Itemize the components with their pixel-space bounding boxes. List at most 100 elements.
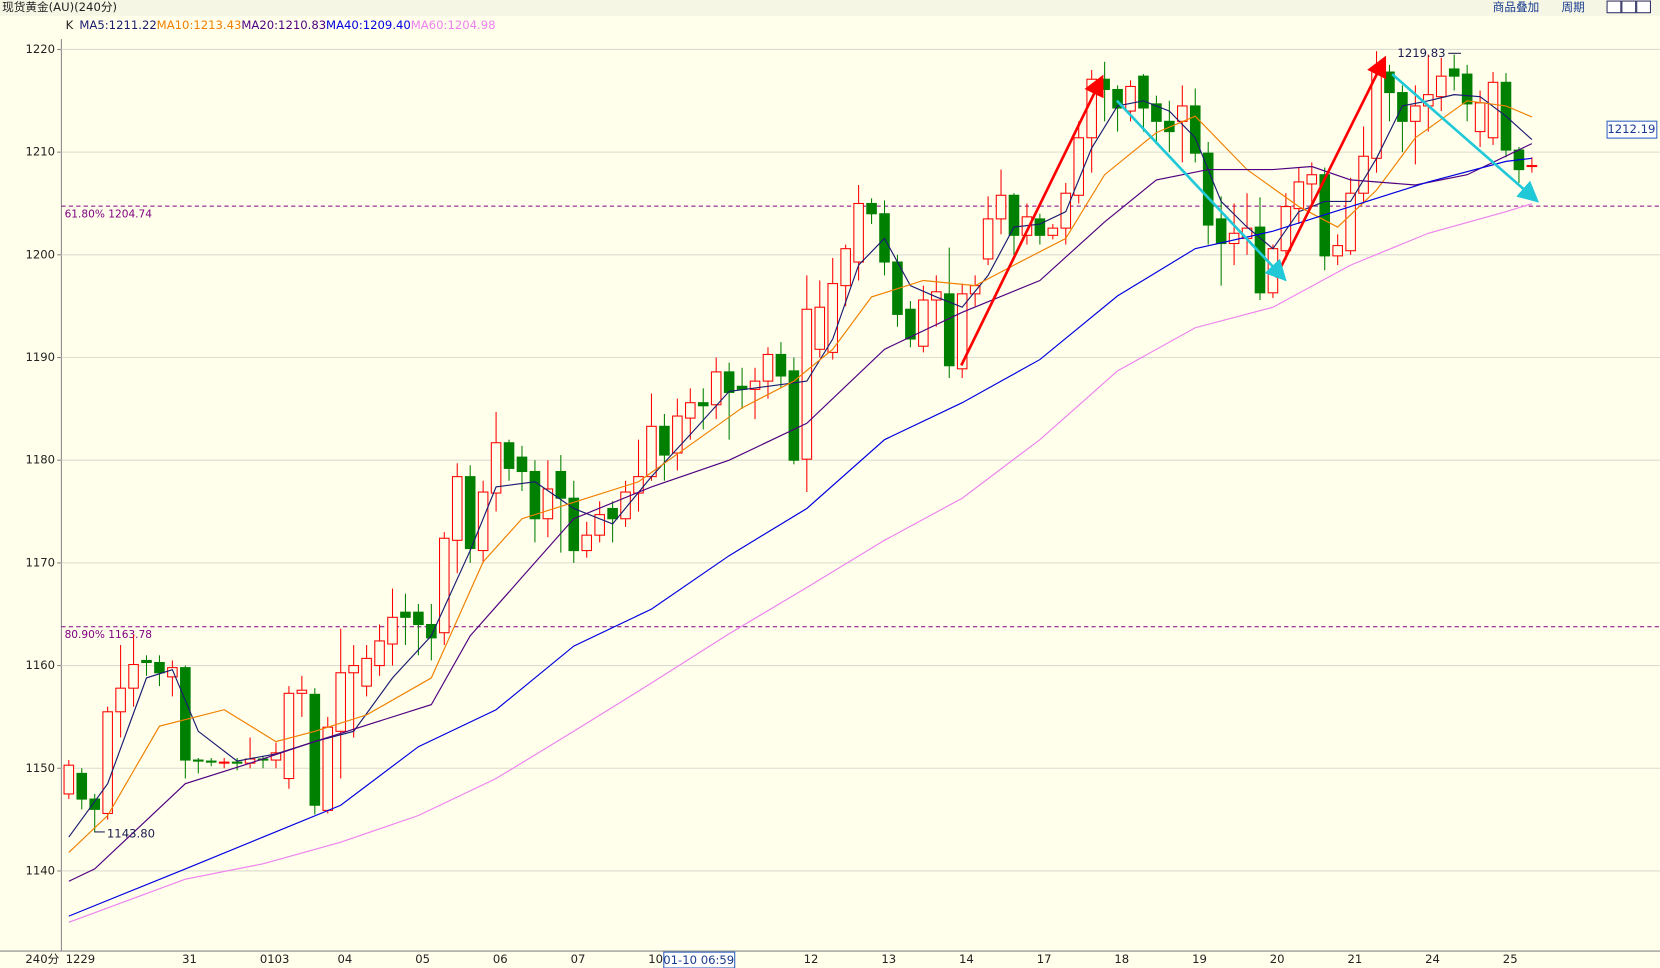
- y-tick-label: 1170: [25, 555, 55, 569]
- trend-arrow: [1391, 73, 1540, 203]
- x-tick-label: 18: [1114, 952, 1129, 966]
- candle-body: [1125, 85, 1136, 112]
- candle-body: [620, 491, 631, 520]
- candle-body: [503, 442, 515, 469]
- x-tick-label: 19: [1192, 952, 1207, 966]
- x-tick-label: 0103: [260, 952, 290, 966]
- candle-body: [76, 772, 88, 800]
- nav-button[interactable]: [1621, 0, 1637, 14]
- candle-body: [1073, 137, 1085, 196]
- candle-body: [141, 659, 152, 664]
- price-tag: 1212.19: [1607, 122, 1655, 136]
- candle-body: [1177, 105, 1188, 122]
- crosshair-box: [663, 951, 736, 968]
- ma-line: [68, 94, 1533, 838]
- candle-body: [1332, 245, 1343, 257]
- max-label: 1219.83: [1397, 46, 1445, 60]
- candle-body: [516, 456, 528, 473]
- x-tick-label: 31: [182, 952, 197, 966]
- candle-body: [672, 415, 683, 454]
- x-tick-label: 07: [571, 952, 586, 966]
- x-tick-label: 25: [1503, 952, 1518, 966]
- trend-arrow: [960, 74, 1104, 366]
- candle-body: [931, 291, 942, 301]
- x-tick-label: 14: [959, 952, 974, 966]
- candle-body: [1526, 164, 1538, 168]
- ma-line: [68, 157, 1532, 917]
- candle-body: [1358, 155, 1369, 194]
- candle-body: [723, 371, 735, 393]
- candle-body: [646, 425, 657, 478]
- candle-body: [361, 657, 372, 687]
- period-label: 240分: [25, 952, 59, 966]
- legend-entry: MA5:1211.22: [79, 18, 156, 32]
- candle-body: [982, 218, 994, 260]
- nav-button[interactable]: [1606, 0, 1622, 14]
- candle-body: [115, 687, 126, 713]
- candle-body: [697, 402, 709, 407]
- candle-body: [749, 380, 761, 390]
- price-tag-box: [1606, 120, 1658, 139]
- candle-body: [1448, 68, 1460, 77]
- candle-body: [1034, 218, 1046, 236]
- candle-body: [555, 470, 567, 499]
- candle-body: [63, 764, 75, 795]
- candle-body: [1138, 75, 1149, 109]
- toolbar-button[interactable]: 周期: [1562, 0, 1585, 14]
- level-label: 61.80% 1204.74: [65, 209, 153, 221]
- x-tick-label: 05: [415, 952, 430, 966]
- candle-body: [1435, 75, 1447, 98]
- candle-body: [905, 308, 916, 340]
- candle-body: [918, 299, 929, 347]
- candle-body: [1112, 88, 1123, 109]
- nav-icons: [1606, 0, 1652, 14]
- candle-body: [581, 534, 593, 552]
- y-tick-label: 1210: [25, 145, 55, 159]
- x-tick-label: 13: [881, 952, 896, 966]
- legend-entry: MA40:1209.40: [326, 18, 411, 32]
- candle-body: [1164, 120, 1175, 133]
- nav-button[interactable]: [1636, 0, 1652, 14]
- candle-body: [192, 759, 204, 762]
- candle-body: [607, 507, 618, 520]
- candle-body: [801, 308, 813, 460]
- candle-body: [866, 202, 877, 215]
- candle-body: [413, 611, 424, 626]
- y-tick-label: 1160: [25, 658, 55, 672]
- candle-body: [1086, 78, 1097, 139]
- candle-body: [1487, 81, 1499, 139]
- candle-body: [451, 476, 463, 541]
- candle-body: [775, 353, 787, 377]
- candle-body: [659, 425, 670, 456]
- candle-body: [1345, 192, 1356, 252]
- candle-body: [827, 283, 839, 353]
- candle-body: [853, 202, 864, 263]
- y-tick-label: 1190: [25, 350, 55, 364]
- candle-body: [335, 672, 347, 732]
- candle-body: [1228, 232, 1240, 245]
- candle-body: [1008, 194, 1020, 236]
- legend-entry: MA10:1213.43: [157, 18, 242, 32]
- candle-body: [1047, 227, 1059, 236]
- toolbar-button[interactable]: 商品叠加: [1493, 0, 1540, 14]
- candle-body: [464, 476, 476, 550]
- candle-body: [840, 248, 851, 287]
- candle-body: [542, 488, 554, 520]
- y-tick-label: 1150: [25, 761, 55, 775]
- legend-entry: MA20:1210.83: [241, 18, 326, 32]
- candle-body: [943, 293, 955, 367]
- candle-body: [995, 194, 1007, 220]
- candle-body: [348, 665, 359, 674]
- candle-body: [167, 667, 178, 678]
- x-tick-label: 10: [648, 952, 663, 966]
- candle-body: [1410, 105, 1421, 122]
- candle-body: [231, 761, 243, 764]
- y-tick-label: 1140: [25, 863, 55, 877]
- candle-body: [322, 726, 334, 811]
- candle-body: [529, 470, 541, 520]
- candle-body: [154, 661, 165, 674]
- candle-body: [685, 402, 696, 419]
- candle-body: [1293, 181, 1305, 210]
- candle-body: [594, 514, 605, 536]
